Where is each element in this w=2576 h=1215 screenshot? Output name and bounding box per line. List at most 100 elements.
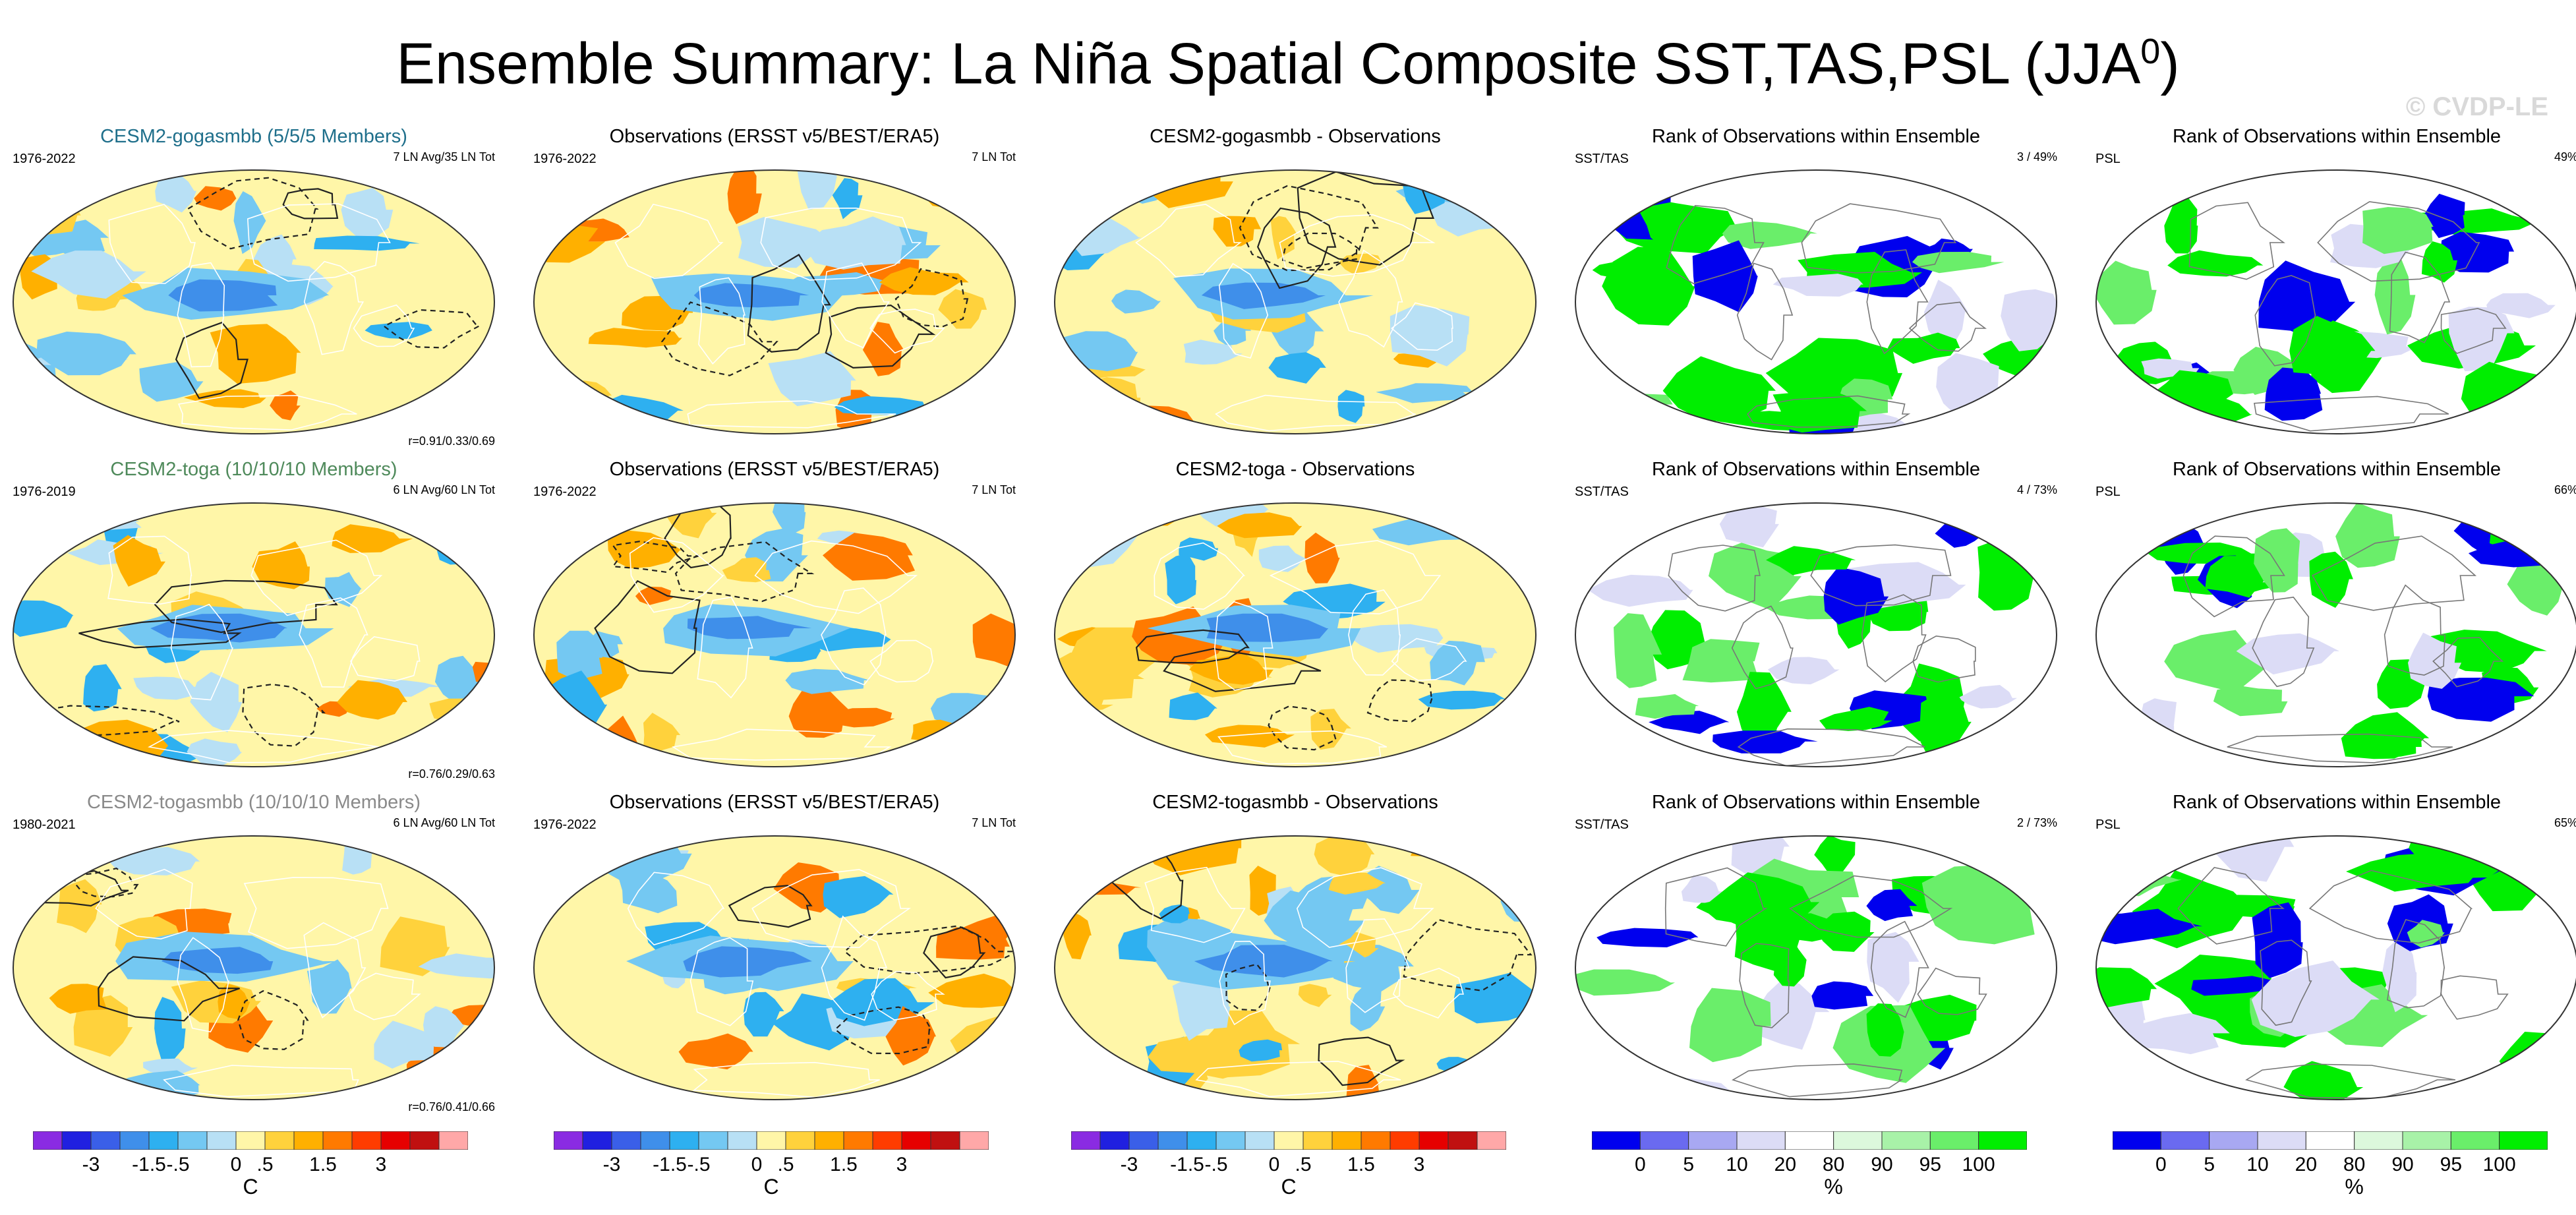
colorbar-swatch	[235, 1131, 266, 1150]
rank-low-region	[2424, 193, 2465, 239]
colorbar-swatch	[1448, 1131, 1478, 1150]
colorbar-swatch	[2257, 1131, 2306, 1150]
colorbar-swatch	[1929, 1131, 1979, 1150]
warm-anomaly-region	[113, 535, 165, 587]
coastline	[1296, 867, 1434, 948]
global-map	[1054, 502, 1537, 767]
coastline	[250, 539, 383, 616]
psl-contour	[825, 304, 936, 369]
colorbar-tick-label: 100	[1962, 1154, 1995, 1175]
psl-contour	[1281, 232, 1362, 269]
coastline	[1917, 967, 1987, 1015]
coastline	[1391, 637, 1467, 681]
rank-high-region	[2374, 258, 2416, 335]
colorbar-swatch	[1361, 1131, 1391, 1150]
coastline	[247, 203, 391, 282]
colorbar-tick-label: 95	[1919, 1154, 1942, 1175]
rank-high-region	[1598, 713, 1635, 767]
colorbar-swatch	[930, 1131, 960, 1150]
panel-right-label: 2 / 73%	[2016, 816, 2057, 829]
psl-contour	[594, 579, 701, 674]
colorbar-swatch	[1390, 1131, 1420, 1150]
panel-title: Rank of Observations within Ensemble	[2172, 792, 2502, 813]
coastline	[1912, 635, 1976, 683]
warm-anomaly-region	[270, 390, 301, 421]
global-map	[2095, 835, 2576, 1100]
psl-contour	[728, 885, 813, 928]
global-map	[533, 502, 1016, 767]
warm-anomaly-region	[184, 389, 266, 408]
rank-high-region	[2164, 197, 2198, 254]
warm-anomaly-region	[936, 927, 1010, 960]
coastline	[1392, 968, 1464, 1019]
cold-tongue-core	[683, 946, 813, 978]
cool-anomaly-region	[1264, 890, 1365, 952]
cool-anomaly-region	[437, 534, 481, 565]
global-map	[533, 835, 1016, 1100]
cold-tongue-core	[161, 947, 274, 974]
coastline	[170, 603, 234, 701]
warm-anomaly-region	[49, 984, 107, 1014]
pattern-correlation-label: r=0.76/0.41/0.66	[408, 1100, 495, 1113]
colorbar-swatch	[814, 1131, 844, 1150]
warm-anomaly-region	[73, 995, 133, 1057]
coastline	[2182, 535, 2285, 618]
colorbar-swatch	[2305, 1131, 2355, 1150]
colorbar-swatch	[206, 1131, 237, 1150]
cool-anomaly-region	[36, 332, 136, 376]
colorbar-swatch	[322, 1131, 353, 1150]
map-border	[1054, 835, 1537, 1100]
cool-anomaly-region	[155, 174, 196, 213]
cool-anomaly-region	[1169, 692, 1217, 721]
cool-anomaly-region	[1111, 289, 1161, 314]
map-panel: Rank of Observations within Ensemble SST/…	[1566, 791, 2066, 1121]
pattern-correlation-label: r=0.91/0.33/0.69	[408, 434, 495, 448]
global-map	[1054, 835, 1537, 1100]
coastline	[303, 922, 366, 1019]
cold-tongue-core	[687, 616, 812, 639]
cool-anomaly-region	[1172, 976, 1231, 1041]
warm-anomaly-region	[1204, 725, 1295, 748]
panel-title: Observations (ERSST v5/BEST/ERA5)	[609, 792, 940, 813]
panel-left-label: 1976-2019	[13, 485, 76, 499]
rank-high-region	[2486, 293, 2556, 318]
map-panel: CESM2-togasmbb (10/10/10 Members) 1980-20…	[3, 791, 504, 1121]
warm-anomaly-region	[1059, 185, 1150, 205]
rank-high-region	[1709, 872, 1820, 936]
colorbar-swatch	[582, 1131, 612, 1150]
coastline	[1861, 594, 1927, 683]
psl-contour	[242, 683, 326, 747]
colorbar-swatch	[33, 1131, 63, 1150]
colorbar: 0 5 10 20 80 90 95 100%	[1592, 1131, 2053, 1204]
panel-title: Observations (ERSST v5/BEST/ERA5)	[609, 126, 940, 147]
global-map	[533, 169, 1016, 434]
colorbar-swatch	[119, 1131, 150, 1150]
colorbar-tick-label: 10	[1726, 1154, 1748, 1175]
coastline	[177, 262, 225, 368]
global-map	[13, 835, 495, 1100]
rank-high-region	[1919, 682, 1972, 762]
rank-high-region	[2309, 551, 2353, 608]
map-panel: Observations (ERSST v5/BEST/ERA5) 1976-20…	[524, 458, 1025, 788]
colorbar-tick-label: 0	[1634, 1154, 1646, 1175]
panel-right-label: 7 LN Tot	[972, 816, 1016, 829]
warm-anomaly-region	[1490, 391, 1536, 432]
map-border	[1575, 169, 2057, 434]
colorbar-swatch	[2354, 1131, 2403, 1150]
map-area	[1566, 163, 2066, 440]
rank-high-region	[1722, 222, 1817, 249]
colorbar-swatch	[1881, 1131, 1931, 1150]
rank-high-region	[2164, 630, 2278, 693]
coastline	[2252, 597, 2315, 688]
rank-low-region	[2258, 260, 2356, 342]
coastline	[2384, 584, 2446, 676]
rank-high-region	[1689, 988, 1771, 1063]
global-map	[1054, 169, 1537, 434]
map-area	[3, 496, 504, 773]
map-area	[1045, 829, 1546, 1106]
panel-right-label: 6 LN Avg/60 LN Tot	[393, 816, 495, 829]
cool-anomaly-region	[1337, 390, 1365, 423]
panel-left-label: PSL	[2095, 485, 2121, 499]
colorbar-tick-label: -1.5	[1170, 1154, 1204, 1175]
coastline	[1732, 1063, 1904, 1098]
